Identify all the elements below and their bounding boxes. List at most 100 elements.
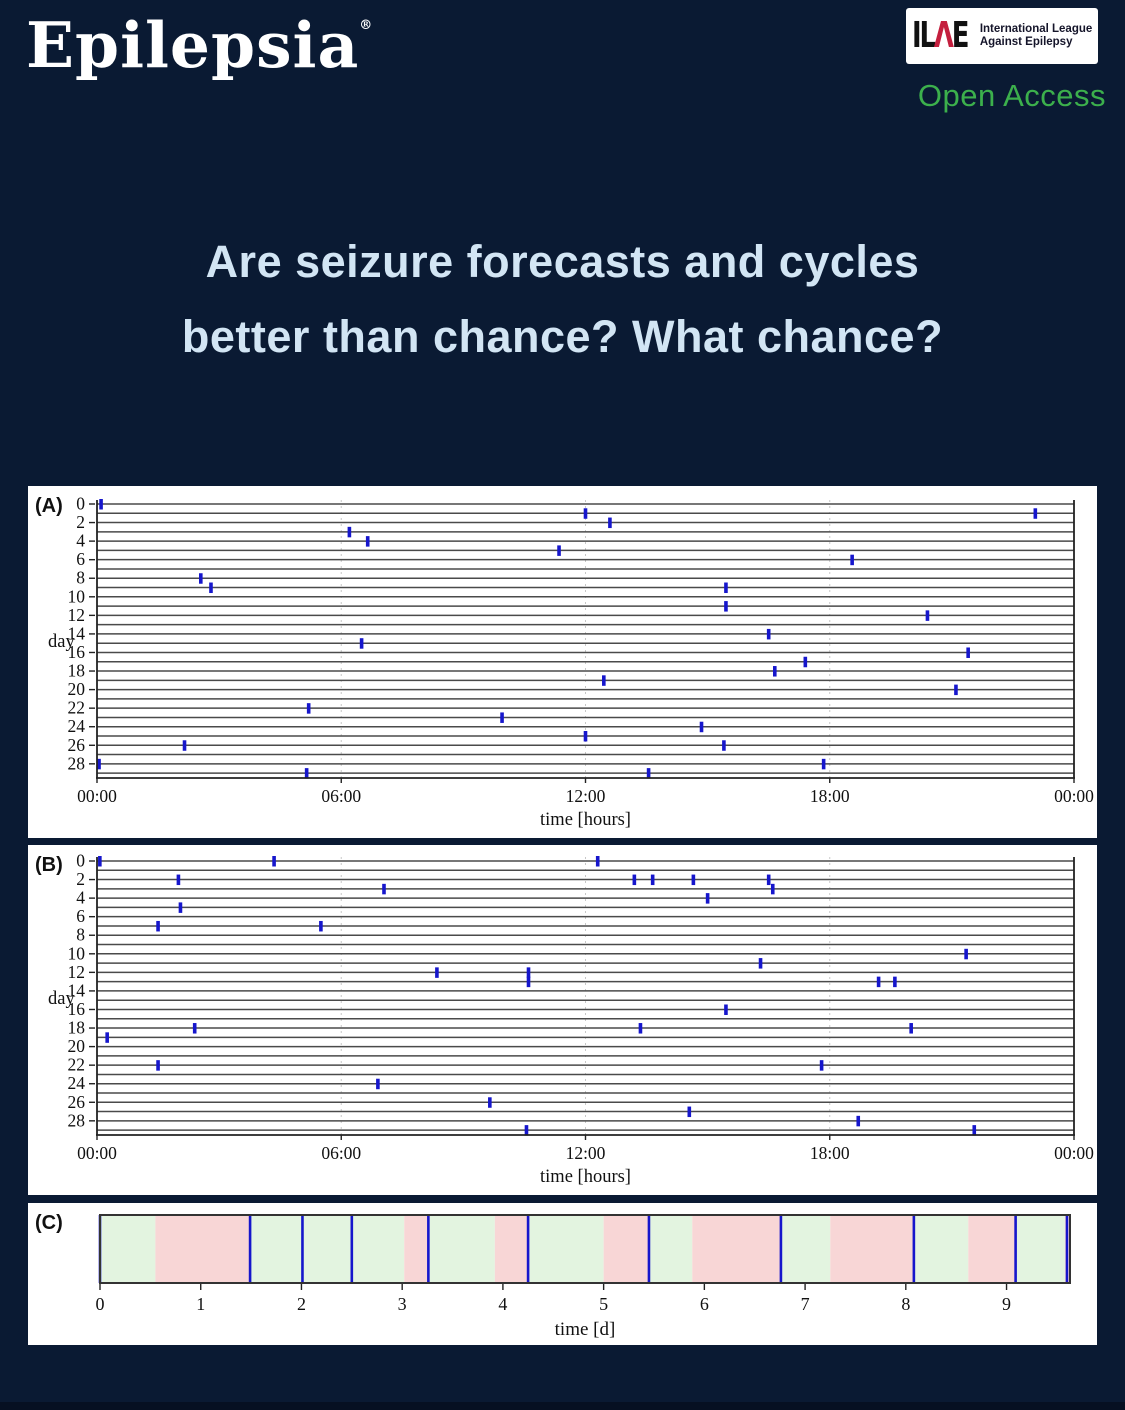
x-tick-label: 3 xyxy=(398,1294,407,1314)
y-tick-label: 14 xyxy=(68,980,86,1000)
x-tick-label: 18:00 xyxy=(810,786,850,806)
page-title-line-2: better than chance? What chance? xyxy=(181,311,944,362)
y-tick-label: 4 xyxy=(76,888,85,908)
y-tick-label: 0 xyxy=(76,851,85,871)
seizure-event-tick xyxy=(972,1125,977,1136)
risk-segment-pink xyxy=(494,1215,529,1283)
y-tick-label: 0 xyxy=(76,494,85,514)
x-tick-label: 9 xyxy=(1002,1294,1011,1314)
x-tick-label: 6 xyxy=(700,1294,709,1314)
open-access-label: Open Access xyxy=(917,78,1106,113)
seizure-event-tick xyxy=(99,499,103,510)
seizure-event-tick xyxy=(557,545,561,556)
seizure-event-tick xyxy=(376,1078,380,1090)
x-tick-label: 2 xyxy=(297,1294,306,1314)
x-tick-label: 8 xyxy=(901,1294,910,1314)
seizure-event-tick xyxy=(97,758,101,770)
y-tick-label: 6 xyxy=(76,906,85,926)
panel-label: (A) xyxy=(35,495,63,517)
seizure-event-tick xyxy=(382,883,386,895)
x-tick-label: 06:00 xyxy=(321,1143,361,1163)
risk-segment-pink xyxy=(155,1215,251,1283)
seizure-event-tick xyxy=(964,948,968,960)
y-tick-label: 16 xyxy=(68,999,86,1019)
x-tick-label: 06:00 xyxy=(321,786,361,806)
y-tick-label: 28 xyxy=(68,1110,86,1130)
y-tick-label: 2 xyxy=(76,512,85,532)
x-tick-label: 12:00 xyxy=(566,1143,606,1163)
seizure-event-tick xyxy=(156,1060,160,1071)
panel-c-chart: 0 1 2 3 4 5 6 7 8 9 time [d] (C) xyxy=(35,1212,1071,1340)
seizure-event-tick xyxy=(724,601,728,612)
x-tick-label: 1 xyxy=(196,1294,205,1314)
seizure-event-tick xyxy=(524,1125,529,1136)
y-tick-label: 26 xyxy=(68,1092,86,1112)
seizure-event-tick xyxy=(646,768,651,779)
seizure-event-tick xyxy=(435,967,439,978)
x-tick-label: 5 xyxy=(599,1294,608,1314)
seizure-event-tick xyxy=(595,856,600,867)
x-tick-label: 00:00 xyxy=(1054,1143,1094,1163)
ilae-logo-text: International League Against Epilepsy xyxy=(979,23,1093,48)
y-tick-label: 12 xyxy=(68,962,86,982)
ilae-logo: ILΛE International League Against Epileps… xyxy=(906,8,1098,64)
risk-segment-green xyxy=(913,1215,969,1283)
ilae-logo-glyph: ILΛE xyxy=(912,15,969,56)
risk-segment-green xyxy=(780,1215,831,1283)
seizure-event-tick xyxy=(909,1023,913,1034)
seizure-event-tick xyxy=(365,536,370,547)
seizure-event-tick xyxy=(819,1060,824,1071)
y-tick-label: 4 xyxy=(76,531,85,551)
panel-b-seizure-raster: 0 2 4 6 8 10 12 14 16 18 20 22 24 26 28 00:00 06:00 12:00… xyxy=(28,845,1097,1195)
seizure-event-tick xyxy=(602,675,606,686)
x-axis-title: time [d] xyxy=(555,1319,616,1340)
seizure-event-tick xyxy=(758,958,763,969)
seizure-event-tick xyxy=(359,638,364,649)
seizure-event-tick xyxy=(638,1023,643,1034)
y-tick-label: 28 xyxy=(68,753,86,773)
x-axis-title: time [hours] xyxy=(540,810,631,830)
panel-label: (C) xyxy=(35,1212,63,1234)
x-tick-label: 12:00 xyxy=(566,786,606,806)
seizure-event-tick xyxy=(724,1004,728,1015)
x-tick-label: 00:00 xyxy=(77,786,117,806)
seizure-event-tick xyxy=(347,526,352,538)
risk-segment-green xyxy=(648,1215,693,1283)
y-tick-label: 6 xyxy=(76,549,85,569)
y-tick-label: 22 xyxy=(68,1055,86,1075)
seizure-event-tick xyxy=(176,874,181,886)
x-tick-label: 4 xyxy=(498,1294,507,1314)
y-tick-label: 10 xyxy=(68,586,86,606)
seizure-event-tick xyxy=(209,582,213,594)
risk-segment-green xyxy=(100,1215,156,1283)
y-tick-label: 22 xyxy=(68,698,86,718)
seizure-event-tick xyxy=(272,856,276,867)
risk-segment-pink xyxy=(404,1215,429,1283)
panel-a-seizure-raster: 0 2 4 6 8 10 12 14 16 18 20 22 24 26 28 00:00 06:00 12:00… xyxy=(28,486,1097,838)
seizure-event-tick xyxy=(1033,508,1038,519)
y-tick-label: 8 xyxy=(76,568,85,588)
seizure-event-tick xyxy=(724,582,728,594)
seizure-event-tick xyxy=(925,610,930,621)
y-tick-label: 20 xyxy=(68,679,86,699)
y-tick-label: 18 xyxy=(68,661,86,681)
bottom-edge xyxy=(0,1402,1125,1410)
y-tick-label: 2 xyxy=(76,869,85,889)
x-axis-title: time [hours] xyxy=(540,1167,631,1187)
risk-segment-pink xyxy=(692,1215,781,1283)
page-title-line-1: Are seizure forecasts and cycles xyxy=(205,236,920,287)
y-tick-label: 26 xyxy=(68,735,86,755)
seizure-event-tick xyxy=(583,731,588,742)
seizure-event-tick xyxy=(583,508,588,519)
risk-segment-pink xyxy=(968,1215,1016,1283)
seizure-event-tick xyxy=(691,874,696,886)
seizure-event-tick xyxy=(182,740,187,751)
seizure-event-tick xyxy=(766,628,771,640)
risk-segment-pink xyxy=(830,1215,914,1283)
seizure-event-tick xyxy=(178,902,183,913)
x-tick-label: 00:00 xyxy=(1054,786,1094,806)
seizure-event-tick xyxy=(650,874,655,886)
y-tick-label: 12 xyxy=(68,605,86,625)
